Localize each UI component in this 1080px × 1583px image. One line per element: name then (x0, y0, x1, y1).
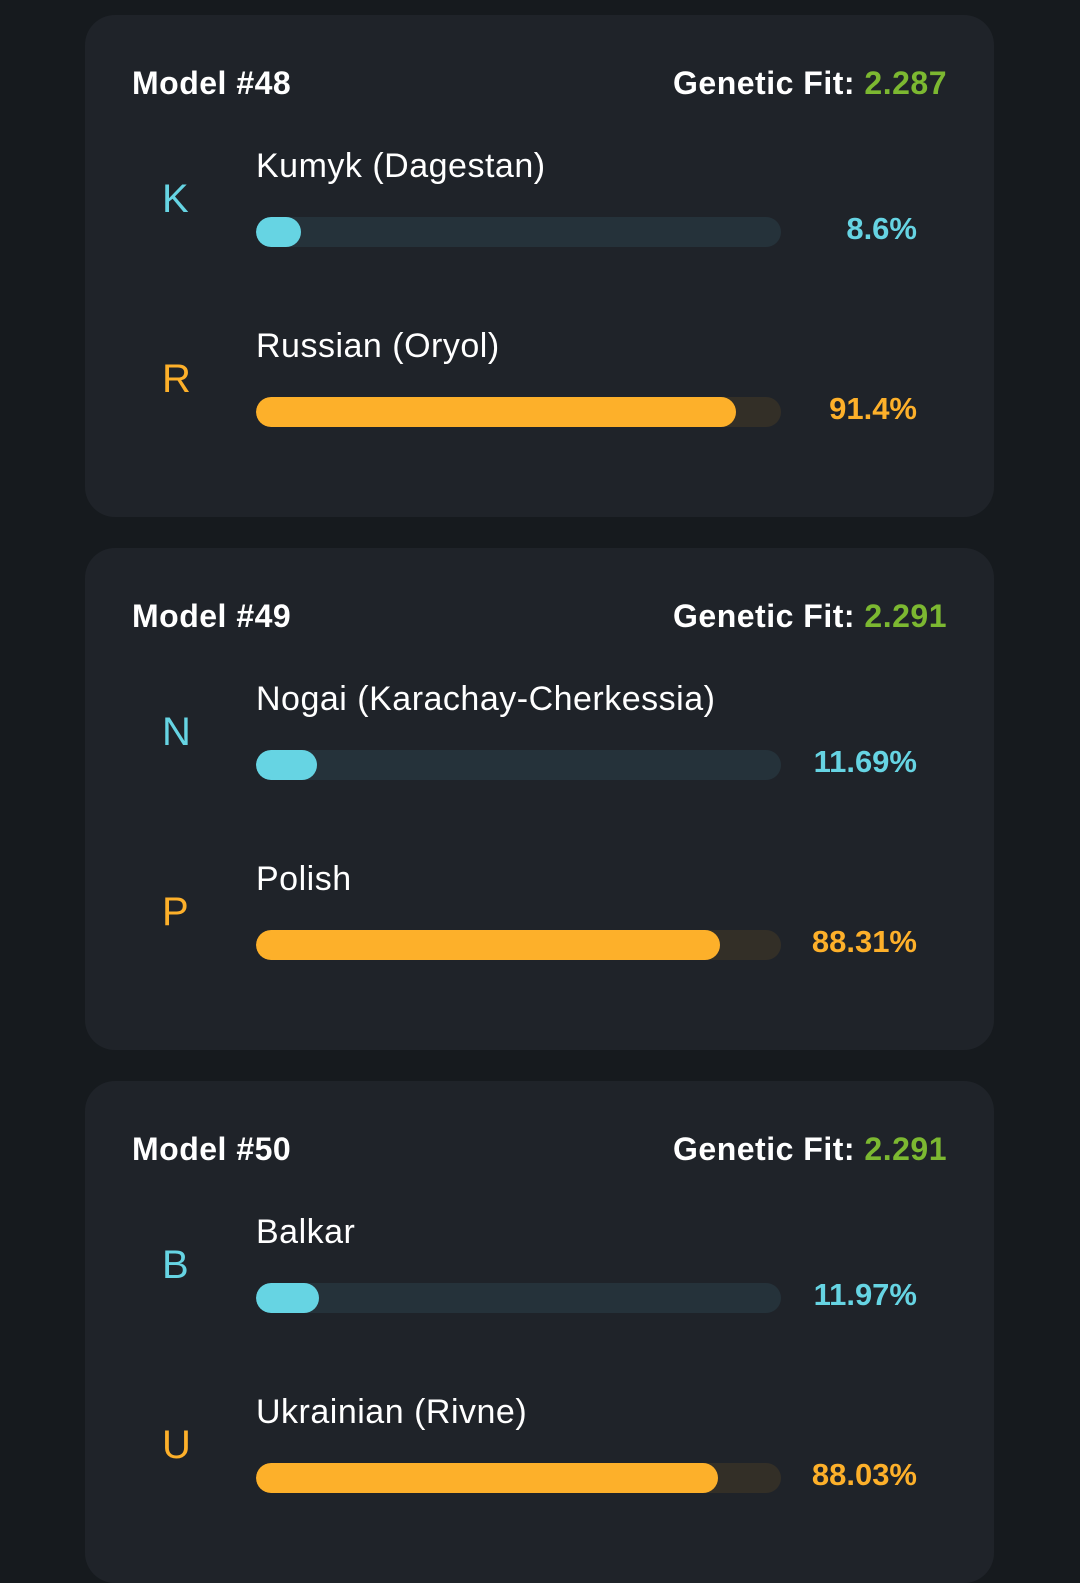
ancestry-component: U Ukrainian (Rivne) 88.03% (85, 1393, 994, 1543)
genetic-fit-value: 2.291 (864, 598, 947, 634)
ancestry-component: R Russian (Oryol) 91.4% (85, 327, 994, 477)
component-percent: 11.69% (813, 744, 917, 779)
progress-track (256, 1283, 781, 1313)
progress-fill (256, 217, 302, 247)
component-name: Ukrainian (Rivne) (256, 1393, 528, 1431)
component-percent: 88.03% (811, 1457, 917, 1492)
component-name: Nogai (Karachay-Cherkessia) (256, 680, 716, 718)
genetic-fit-label: Genetic Fit: (673, 1131, 856, 1167)
genetic-fit: Genetic Fit: 2.291 (673, 598, 947, 635)
progress-track (256, 1463, 781, 1493)
progress-fill (256, 397, 736, 427)
ancestry-component: N Nogai (Karachay-Cherkessia) 11.69% (85, 680, 994, 830)
component-percent: 11.97% (813, 1277, 917, 1312)
component-name: Kumyk (Dagestan) (256, 147, 546, 185)
component-initial: P (162, 890, 189, 934)
progress-fill (256, 1283, 319, 1313)
component-percent: 8.6% (846, 211, 917, 246)
component-initial: R (162, 357, 191, 401)
progress-fill (256, 750, 318, 780)
ancestry-component: P Polish 88.31% (85, 860, 994, 1010)
progress-track (256, 750, 781, 780)
progress-track (256, 930, 781, 960)
component-initial: K (162, 177, 189, 221)
component-name: Balkar (256, 1213, 356, 1251)
genetic-fit-value: 2.287 (864, 65, 947, 101)
genetic-fit: Genetic Fit: 2.291 (673, 1131, 947, 1168)
genetic-fit: Genetic Fit: 2.287 (673, 65, 947, 102)
component-initial: U (162, 1423, 191, 1467)
progress-fill (256, 1463, 719, 1493)
component-name: Russian (Oryol) (256, 327, 500, 365)
component-initial: N (162, 710, 191, 754)
progress-track (256, 397, 781, 427)
ancestry-component: B Balkar 11.97% (85, 1213, 994, 1363)
model-card: Model #50 Genetic Fit: 2.291 B Balkar 11… (85, 1081, 994, 1583)
genetic-fit-label: Genetic Fit: (673, 598, 856, 634)
genetic-fit-label: Genetic Fit: (673, 65, 856, 101)
genetic-fit-value: 2.291 (864, 1131, 947, 1167)
component-initial: B (162, 1243, 189, 1287)
component-name: Polish (256, 860, 352, 898)
ancestry-component: K Kumyk (Dagestan) 8.6% (85, 147, 994, 297)
model-card: Model #49 Genetic Fit: 2.291 N Nogai (Ka… (85, 548, 994, 1050)
model-card: Model #48 Genetic Fit: 2.287 K Kumyk (Da… (85, 15, 994, 517)
model-title: Model #49 (132, 598, 292, 634)
component-percent: 91.4% (829, 391, 917, 426)
component-percent: 88.31% (811, 924, 917, 959)
progress-fill (256, 930, 720, 960)
model-title: Model #50 (132, 1131, 292, 1167)
progress-track (256, 217, 781, 247)
model-title: Model #48 (132, 65, 292, 101)
